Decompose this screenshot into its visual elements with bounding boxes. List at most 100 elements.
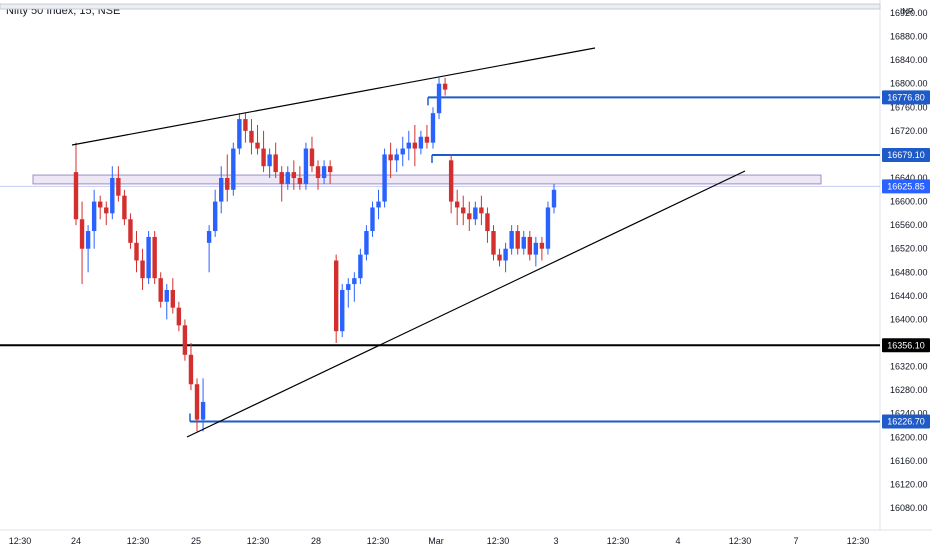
candle-body[interactable] <box>346 284 351 290</box>
candle-body[interactable] <box>219 178 224 202</box>
candle-body[interactable] <box>200 401 206 420</box>
candle-body[interactable] <box>321 166 327 178</box>
candle-body[interactable] <box>73 172 79 220</box>
candle-body[interactable] <box>279 172 284 184</box>
candle-body[interactable] <box>176 307 182 326</box>
candle-body[interactable] <box>273 154 278 173</box>
candle-body[interactable] <box>352 278 357 285</box>
candle-body[interactable] <box>255 142 260 149</box>
candle-body[interactable] <box>110 178 115 214</box>
candle-body[interactable] <box>485 213 490 232</box>
candle-body[interactable] <box>539 242 545 249</box>
x-tick-label: 12:30 <box>367 536 390 546</box>
candle-body[interactable] <box>418 136 424 149</box>
x-tick-label: 4 <box>675 536 680 546</box>
candle-body[interactable] <box>333 260 339 332</box>
candle-body[interactable] <box>340 289 345 332</box>
candle-body[interactable] <box>376 201 381 208</box>
candle-body[interactable] <box>122 195 127 220</box>
candle-body[interactable] <box>85 231 91 249</box>
candle-body[interactable] <box>98 201 103 208</box>
candle-body[interactable] <box>231 148 236 190</box>
candle-body[interactable] <box>497 254 502 261</box>
candle-body[interactable] <box>515 231 520 249</box>
candle-body[interactable] <box>551 189 557 208</box>
candle-body[interactable] <box>303 148 309 184</box>
candle-body[interactable] <box>394 154 399 161</box>
candle-body[interactable] <box>327 166 333 173</box>
y-tick-label: 16640.00 <box>890 173 928 183</box>
resistance-zone[interactable] <box>32 174 822 185</box>
candle-body[interactable] <box>382 154 387 202</box>
candle-body[interactable] <box>358 254 363 279</box>
candle-body[interactable] <box>479 207 484 214</box>
y-tick-label: 16720.00 <box>890 126 928 136</box>
candle-body[interactable] <box>442 83 448 90</box>
candle-body[interactable] <box>315 166 321 178</box>
candle-body[interactable] <box>140 260 145 279</box>
candle-body[interactable] <box>412 142 418 149</box>
candle-body[interactable] <box>158 278 163 302</box>
candle-body[interactable] <box>104 207 109 214</box>
candle-body[interactable] <box>473 207 478 220</box>
y-tick-label: 16160.00 <box>890 456 928 466</box>
candle-body[interactable] <box>249 130 254 143</box>
x-tick-label: 7 <box>793 536 798 546</box>
upper-trendline[interactable] <box>71 47 596 146</box>
candle-body[interactable] <box>467 213 472 220</box>
x-tick-label: 12:30 <box>847 536 870 546</box>
candle-body[interactable] <box>424 136 430 143</box>
candle-body[interactable] <box>297 178 303 184</box>
candle-body[interactable] <box>400 148 405 155</box>
candle-body[interactable] <box>243 119 248 131</box>
candle-body[interactable] <box>188 354 194 385</box>
y-tick-label: 16200.00 <box>890 432 928 442</box>
candle-body[interactable] <box>261 148 266 167</box>
candle-body[interactable] <box>406 142 411 149</box>
x-tick-label: Mar <box>428 536 444 546</box>
candle-body[interactable] <box>116 178 121 196</box>
candle-body[interactable] <box>527 236 532 255</box>
candle-body[interactable] <box>212 201 218 232</box>
candle-body[interactable] <box>509 231 514 249</box>
candle-body[interactable] <box>194 384 200 420</box>
candle-body[interactable] <box>545 207 551 249</box>
candle-body[interactable] <box>134 242 139 261</box>
lower-trendline[interactable] <box>186 170 746 438</box>
candle-body[interactable] <box>448 160 454 202</box>
candle-body[interactable] <box>285 172 290 184</box>
candle-body[interactable] <box>146 236 151 279</box>
candle-body[interactable] <box>430 113 436 143</box>
candle-body[interactable] <box>436 83 442 114</box>
candle-body[interactable] <box>533 242 539 255</box>
candle-body[interactable] <box>364 231 369 255</box>
candle-body[interactable] <box>491 231 496 255</box>
candle-body[interactable] <box>388 154 393 161</box>
price-label: 16226.70 <box>887 417 925 427</box>
candle-body[interactable] <box>170 289 176 308</box>
candle-body[interactable] <box>370 207 375 232</box>
candle-body[interactable] <box>182 325 188 355</box>
candle-body[interactable] <box>237 119 242 149</box>
candle-body[interactable] <box>503 248 508 261</box>
candle-body[interactable] <box>164 289 169 302</box>
candle-body[interactable] <box>309 148 315 167</box>
candle-body[interactable] <box>291 172 297 178</box>
y-tick-label: 16920.00 <box>890 8 928 18</box>
candle-body[interactable] <box>454 201 460 208</box>
currency-label[interactable]: INR <box>900 7 914 16</box>
candle-body[interactable] <box>91 201 97 232</box>
candle-body[interactable] <box>152 236 157 279</box>
candle-body[interactable] <box>225 178 230 190</box>
y-tick-label: 16520.00 <box>890 244 928 254</box>
candle-body[interactable] <box>521 236 526 249</box>
candle-body[interactable] <box>267 154 272 167</box>
candle-body[interactable] <box>206 231 212 243</box>
x-tick-label: 25 <box>191 536 201 546</box>
candle-body[interactable] <box>128 219 133 243</box>
top-range-box <box>0 3 881 10</box>
candle-body[interactable] <box>461 207 466 214</box>
candle-body[interactable] <box>79 219 85 249</box>
